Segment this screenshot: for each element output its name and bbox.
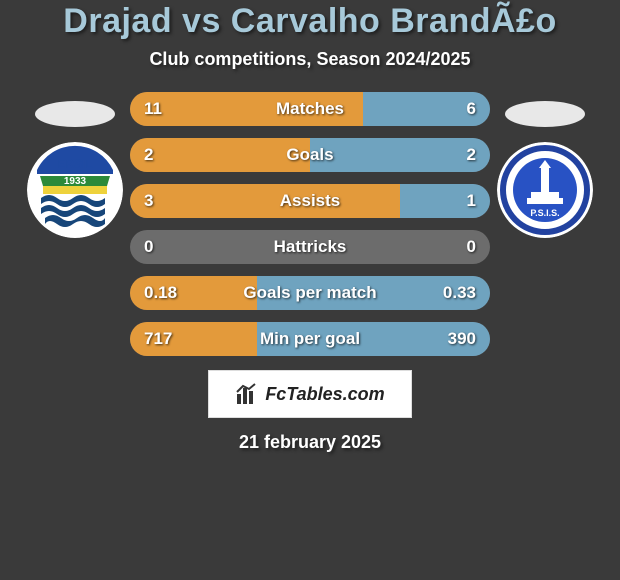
page-title: Drajad vs Carvalho BrandÃ£o: [63, 2, 556, 41]
date-text: 21 february 2025: [239, 432, 381, 453]
stat-value-right: 2: [467, 145, 476, 165]
flag-right: [504, 100, 586, 128]
stat-value-left: 0: [144, 237, 153, 257]
stat-value-left: 11: [144, 99, 162, 119]
stat-label: Goals: [286, 145, 333, 165]
stat-row: 3 Assists 1: [130, 184, 490, 218]
club-right-name: P.S.I.S.: [530, 208, 559, 218]
stat-bar-left: [130, 138, 310, 172]
stat-value-right: 0.33: [443, 283, 476, 303]
brand-box[interactable]: FcTables.com: [208, 370, 412, 418]
stat-label: Hattricks: [274, 237, 347, 257]
stat-value-right: 1: [467, 191, 476, 211]
right-side-col: P.S.I.S.: [490, 92, 600, 238]
stat-value-left: 717: [144, 329, 172, 349]
stat-row: 2 Goals 2: [130, 138, 490, 172]
stat-label: Min per goal: [260, 329, 360, 349]
club-left-name: ERSIL: [57, 157, 92, 171]
club-logo-right: P.S.I.S.: [497, 142, 593, 238]
stat-label: Assists: [280, 191, 340, 211]
subtitle: Club competitions, Season 2024/2025: [149, 49, 470, 70]
stat-bar-right: [310, 138, 490, 172]
stat-row: 0.18 Goals per match 0.33: [130, 276, 490, 310]
footer: FcTables.com 21 february 2025: [208, 370, 412, 453]
stat-value-right: 6: [467, 99, 476, 119]
stat-row: 11 Matches 6: [130, 92, 490, 126]
stat-label: Matches: [276, 99, 344, 119]
root: Drajad vs Carvalho BrandÃ£o Club competi…: [0, 0, 620, 453]
club-left-year: 1933: [64, 176, 87, 187]
stat-value-right: 0: [467, 237, 476, 257]
main-row: ERSIL 1933 11 Matches 6 2 Goals 2 3 Assists 1 0 Ha…: [0, 92, 620, 356]
stats-column: 11 Matches 6 2 Goals 2 3 Assists 1 0 Hattricks 0 0.1…: [130, 92, 490, 356]
brand-text: FcTables.com: [265, 384, 384, 405]
chart-icon: [235, 382, 259, 406]
stat-value-left: 3: [144, 191, 153, 211]
stat-bar-right: [400, 184, 490, 218]
club-logo-left: ERSIL 1933: [27, 142, 123, 238]
stat-bar-left: [130, 184, 400, 218]
stat-label: Goals per match: [243, 283, 376, 303]
stat-value-left: 2: [144, 145, 153, 165]
left-side-col: ERSIL 1933: [20, 92, 130, 238]
stat-value-left: 0.18: [144, 283, 177, 303]
flag-left: [34, 100, 116, 128]
stat-value-right: 390: [448, 329, 476, 349]
stat-row: 0 Hattricks 0: [130, 230, 490, 264]
stat-row: 717 Min per goal 390: [130, 322, 490, 356]
